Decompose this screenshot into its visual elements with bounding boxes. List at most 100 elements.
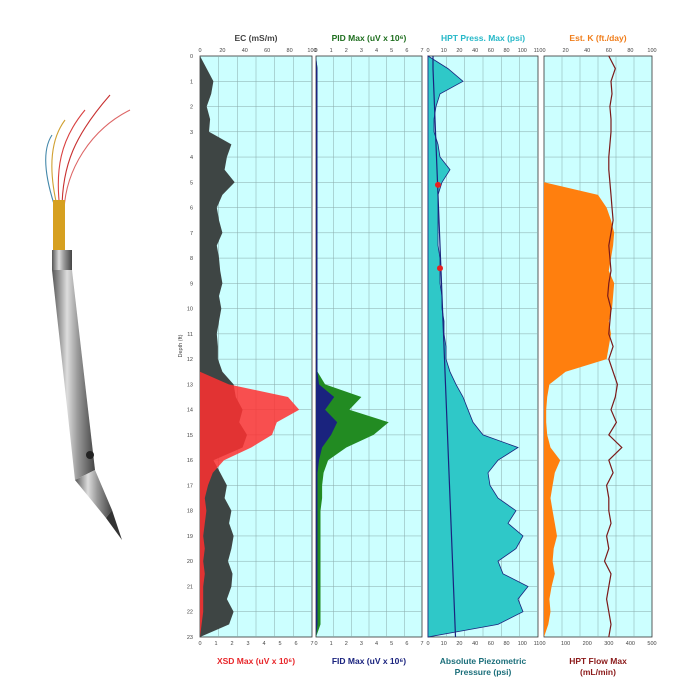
top-tick-2-5: 80 <box>504 48 510 54</box>
bottom-title-0: XSD Max (uV x 10⁶) <box>217 656 295 666</box>
probe-connector <box>53 200 65 250</box>
top-tick-2-0: 0 <box>426 48 429 54</box>
top-tick-1-1: 1 <box>330 48 333 54</box>
bottom-title-3-line2: (mL/min) <box>580 667 616 677</box>
depth-tick-6: 6 <box>190 206 193 212</box>
depth-tick-0: 0 <box>190 54 193 60</box>
bottom-tick-3-2: 200 <box>583 641 592 647</box>
top-tick-1-4: 4 <box>375 48 378 54</box>
top-tick-0-4: 80 <box>287 48 293 54</box>
probe-tip <box>106 510 122 540</box>
top-tick-2-3: 40 <box>472 48 478 54</box>
depth-tick-14: 14 <box>187 408 193 414</box>
depth-tick-4: 4 <box>190 155 193 161</box>
top-tick-0-1: 20 <box>219 48 225 54</box>
depth-tick-12: 12 <box>187 357 193 363</box>
probe-body <box>52 270 95 480</box>
top-tick-2-7: 110 <box>534 48 543 54</box>
bottom-tick-0-3: 3 <box>246 641 249 647</box>
top-tick-2-1: 10 <box>441 48 447 54</box>
bottom-tick-3-5: 500 <box>647 641 656 647</box>
series-absolute-piezometric-pressure-line <box>432 56 457 638</box>
top-tick-3-5: 100 <box>647 48 656 54</box>
top-title-2: HPT Press. Max (psi) <box>441 33 525 43</box>
bottom-tick-2-6: 100 <box>518 641 527 647</box>
bottom-tick-3-1: 100 <box>561 641 570 647</box>
top-tick-1-0: 0 <box>314 48 317 54</box>
series-ec-area <box>200 56 247 637</box>
bottom-tick-1-4: 4 <box>375 641 378 647</box>
bottom-tick-1-7: 7 <box>420 641 423 647</box>
series-est-k-area <box>544 56 615 637</box>
bottom-tick-2-4: 60 <box>488 641 494 647</box>
bottom-tick-2-2: 20 <box>456 641 462 647</box>
top-title-0: EC (mS/m) <box>235 33 278 43</box>
depth-tick-10: 10 <box>187 307 193 313</box>
bottom-tick-1-6: 6 <box>405 641 408 647</box>
depth-tick-21: 21 <box>187 584 193 590</box>
top-tick-1-2: 2 <box>345 48 348 54</box>
top-tick-2-4: 60 <box>488 48 494 54</box>
top-tick-3-1: 20 <box>563 48 569 54</box>
series-hpt-flow-max-line <box>603 55 623 638</box>
bottom-tick-0-2: 2 <box>230 641 233 647</box>
top-tick-1-7: 7 <box>420 48 423 54</box>
depth-tick-13: 13 <box>187 382 193 388</box>
probe-collar <box>52 250 72 270</box>
depth-tick-5: 5 <box>190 180 193 186</box>
bottom-tick-2-1: 10 <box>441 641 447 647</box>
bottom-title-2-line1: Absolute Piezometric <box>440 656 527 666</box>
bottom-tick-2-3: 40 <box>472 641 478 647</box>
top-title-3: Est. K (ft./day) <box>569 33 626 43</box>
depth-tick-11: 11 <box>187 332 193 338</box>
top-tick-3-4: 80 <box>627 48 633 54</box>
bottom-tick-0-6: 6 <box>294 641 297 647</box>
bottom-tick-3-4: 400 <box>626 641 635 647</box>
bottom-title-1: FID Max (uV x 10⁶) <box>332 656 406 666</box>
bottom-tick-0-4: 4 <box>262 641 265 647</box>
bottom-title-2-line2: Pressure (psi) <box>455 667 512 677</box>
pressure-marker-0 <box>435 181 441 188</box>
bottom-tick-1-2: 2 <box>345 641 348 647</box>
top-tick-0-0: 0 <box>198 48 201 54</box>
bottom-tick-0-5: 5 <box>278 641 281 647</box>
bottom-tick-3-3: 300 <box>604 641 613 647</box>
bottom-tick-2-5: 80 <box>504 641 510 647</box>
depth-tick-9: 9 <box>190 281 193 287</box>
bottom-tick-1-3: 3 <box>360 641 363 647</box>
top-tick-2-6: 100 <box>518 48 527 54</box>
probe-illustration <box>45 94 131 540</box>
probe-tip-body <box>75 470 112 518</box>
bottom-tick-1-1: 1 <box>330 641 333 647</box>
top-tick-3-0: 0 <box>542 48 545 54</box>
depth-tick-15: 15 <box>187 433 193 439</box>
top-tick-0-2: 40 <box>242 48 248 54</box>
bottom-tick-3-0: 0 <box>542 641 545 647</box>
depth-tick-17: 17 <box>187 483 193 489</box>
depth-tick-18: 18 <box>187 509 193 515</box>
top-tick-1-5: 5 <box>390 48 393 54</box>
probe-port <box>86 451 94 459</box>
top-tick-0-3: 60 <box>264 48 270 54</box>
top-title-1: PID Max (uV x 10⁶) <box>332 33 407 43</box>
pressure-marker-1 <box>437 265 443 272</box>
depth-tick-16: 16 <box>187 458 193 464</box>
depth-tick-7: 7 <box>190 231 193 237</box>
depth-tick-20: 20 <box>187 559 193 565</box>
bottom-tick-1-0: 0 <box>314 641 317 647</box>
bottom-tick-2-7: 110 <box>534 641 543 647</box>
series-hpt-press-max-area <box>427 55 529 638</box>
depth-tick-22: 22 <box>187 610 193 616</box>
bottom-tick-1-5: 5 <box>390 641 393 647</box>
depth-tick-1: 1 <box>190 79 193 85</box>
depth-axis-label: Depth (ft) <box>178 334 184 357</box>
top-tick-3-3: 60 <box>606 48 612 54</box>
bottom-tick-0-0: 0 <box>198 641 201 647</box>
depth-tick-8: 8 <box>190 256 193 262</box>
top-tick-1-6: 6 <box>405 48 408 54</box>
bottom-tick-0-1: 1 <box>214 641 217 647</box>
bottom-title-3-line1: HPT Flow Max <box>569 656 627 666</box>
top-tick-0-5: 100 <box>307 48 316 54</box>
depth-tick-2: 2 <box>190 105 193 111</box>
